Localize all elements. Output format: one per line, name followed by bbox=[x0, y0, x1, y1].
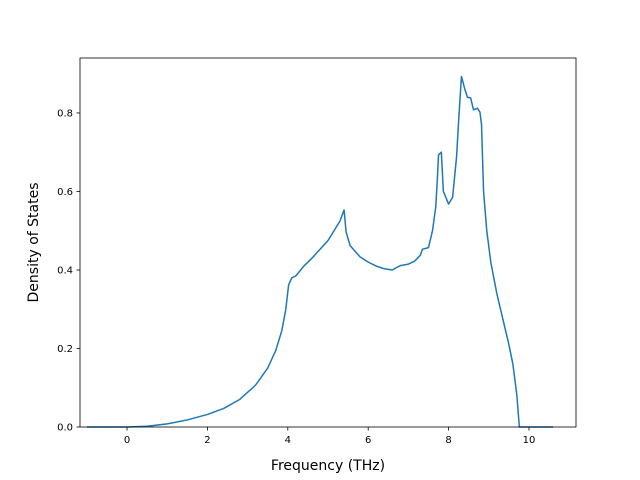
x-tick-label: 2 bbox=[204, 435, 210, 446]
y-axis-title: Density of States bbox=[26, 183, 42, 303]
dos-series-line bbox=[86, 75, 554, 428]
x-axis-ticks: 0 2 4 6 8 10 bbox=[124, 427, 535, 446]
y-axis-ticks: 0.0 0.2 0.4 0.6 0.8 bbox=[57, 108, 80, 434]
y-tick-label: 0.8 bbox=[57, 108, 73, 119]
y-tick-label: 0.6 bbox=[57, 187, 73, 198]
x-tick-label: 0 bbox=[124, 435, 130, 446]
x-tick-label: 8 bbox=[445, 435, 451, 446]
x-tick-label: 4 bbox=[285, 435, 291, 446]
y-tick-label: 0.0 bbox=[57, 423, 73, 434]
x-tick-label: 6 bbox=[365, 435, 371, 446]
plot-frame bbox=[79, 57, 577, 428]
x-tick-label: 10 bbox=[523, 435, 536, 446]
y-tick-label: 0.4 bbox=[57, 265, 73, 276]
x-axis-title: Frequency (THz) bbox=[271, 458, 385, 474]
y-tick-label: 0.2 bbox=[57, 344, 73, 355]
